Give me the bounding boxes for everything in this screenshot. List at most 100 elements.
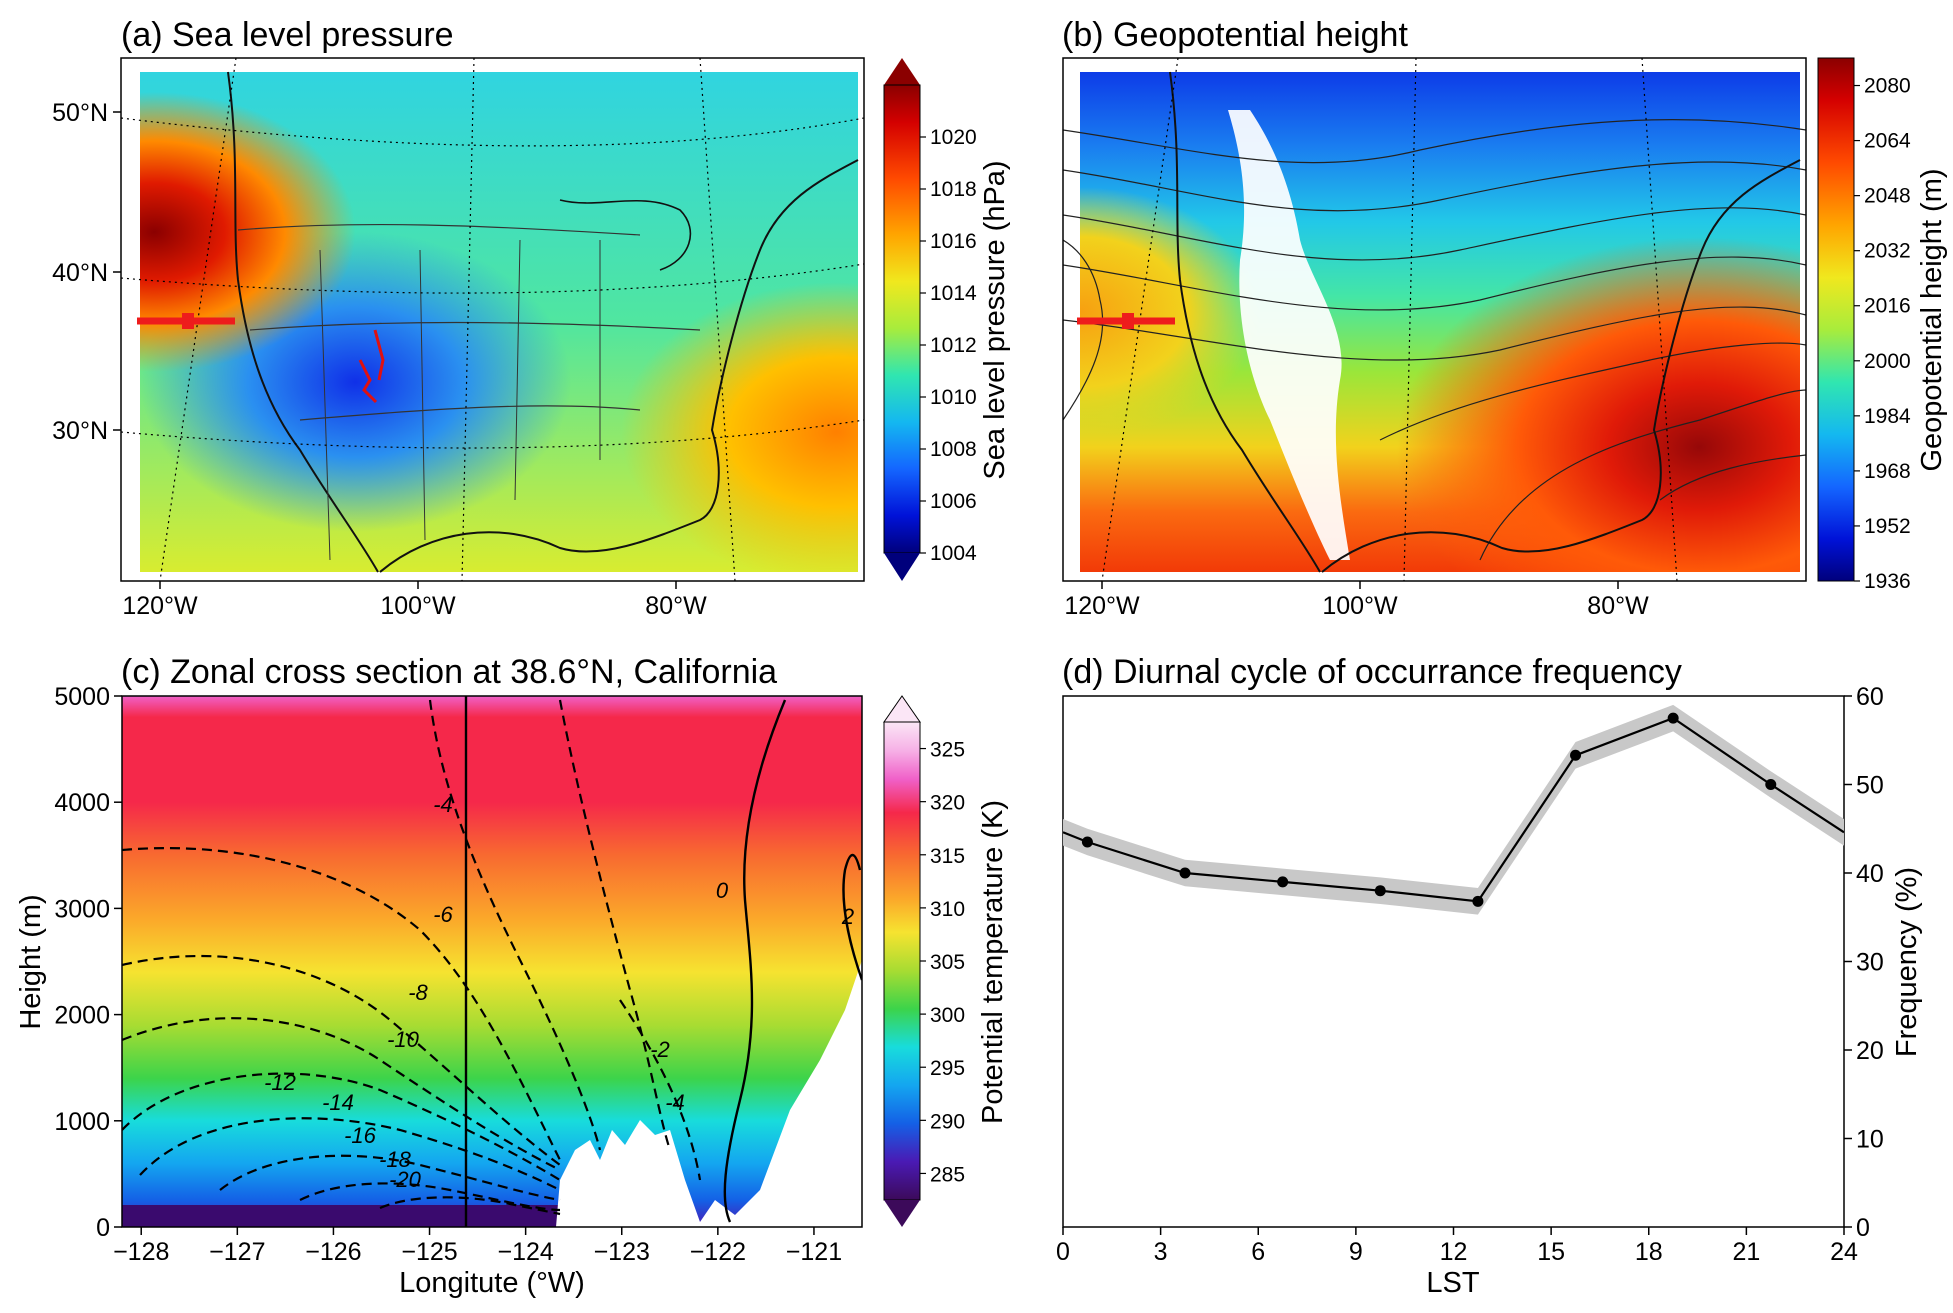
panel-d-ytick-label: 60 — [1856, 683, 1884, 711]
colorbar-b-tick-label: 1936 — [1864, 570, 1911, 593]
panel-c-xtick-label: −121 — [786, 1238, 842, 1266]
panel-d-xtick-label: 24 — [1830, 1238, 1858, 1266]
colorbar-a-tick-label: 1010 — [930, 386, 977, 409]
colorbar-b-tick-label: 1952 — [1864, 515, 1911, 538]
colorbar-a-tick-label: 1018 — [930, 178, 977, 201]
contour-label: -18 — [379, 1147, 412, 1172]
data-point — [1277, 876, 1289, 888]
panel-d-plot-area — [1062, 695, 1845, 1228]
panel-d-xtick-label: 21 — [1732, 1238, 1760, 1266]
colorbar-c: 285 290 295 300 305 310 315 320 325 Potential te… — [883, 695, 1009, 1227]
contour-label: -16 — [344, 1123, 377, 1148]
panel-c-ytick-label: 4000 — [54, 789, 110, 817]
contour-label: -20 — [389, 1167, 422, 1192]
colorbar-b-tick-label: 2000 — [1864, 350, 1911, 373]
panel-d-xtick-label: 0 — [1056, 1238, 1070, 1266]
data-point — [1179, 867, 1191, 879]
panel-c-xtick-label: −122 — [690, 1238, 746, 1266]
panel-c-xtick-label: −125 — [401, 1238, 457, 1266]
panel-d-xtick-label: 12 — [1440, 1238, 1468, 1266]
panel-c-xlabel: Longitute (°W) — [399, 1267, 585, 1299]
panel-a-ytick-label: 40°N — [52, 259, 108, 287]
contour-label: -4 — [665, 1090, 685, 1115]
colorbar-b-tick-label: 1968 — [1864, 460, 1911, 483]
colorbar-b-tick-label: 2048 — [1864, 185, 1911, 208]
panel-c-xtick-label: −127 — [209, 1238, 265, 1266]
panel-a-title: (a) Sea level pressure — [121, 16, 454, 54]
colorbar-a-tick-label: 1014 — [930, 282, 977, 305]
panel-d-ylabel: Frequency (%) — [1891, 867, 1923, 1057]
panel-c-title: (c) Zonal cross section at 38.6°N, Calif… — [121, 653, 777, 691]
panel-d-xtick-label: 9 — [1349, 1238, 1363, 1266]
colorbar-b: 1936 1952 1968 1984 2000 2016 2032 2048 2064 2080… — [1817, 57, 1948, 593]
contour-label: -2 — [650, 1037, 670, 1062]
data-point — [1667, 712, 1679, 724]
panel-c-ytick-label: 5000 — [54, 683, 110, 711]
colorbar-a-tick-label: 1004 — [930, 542, 977, 565]
panel-b-xtick-label: 100°W — [1322, 592, 1398, 620]
panel-d-xtick-label: 6 — [1251, 1238, 1265, 1266]
colorbar-b-tick-label: 1984 — [1864, 405, 1911, 428]
panel-c-xtick-label: −126 — [305, 1238, 361, 1266]
colorbar-a-label: Sea level pressure (hPa) — [979, 160, 1011, 479]
panel-c-ytick-label: 1000 — [54, 1108, 110, 1136]
colorbar-b-tick-label: 2016 — [1864, 295, 1911, 318]
colorbar-a-tick-label: 1016 — [930, 230, 977, 253]
colorbar-c-label: Potential temperature (K) — [977, 800, 1009, 1124]
colorbar-c-tick-label: 310 — [930, 898, 965, 921]
panel-c-ylabel: Height (m) — [15, 894, 47, 1029]
data-point — [1472, 895, 1484, 907]
panel-b-xtick-label: 80°W — [1587, 592, 1649, 620]
panel-a: (a) Sea level pressure — [52, 16, 1011, 620]
panel-d-xtick-label: 15 — [1537, 1238, 1565, 1266]
slp-map — [121, 58, 864, 581]
contour-label: -10 — [387, 1027, 420, 1052]
colorbar-c-tick-label: 295 — [930, 1057, 965, 1080]
colorbar-c-tick-label: 315 — [930, 845, 965, 868]
data-point — [1374, 885, 1386, 897]
colorbar-c-tick-label: 285 — [930, 1163, 965, 1186]
colorbar-c-tick-label: 320 — [930, 792, 965, 815]
panel-c-xtick-label: −123 — [594, 1238, 650, 1266]
panel-d-xlabel: LST — [1426, 1267, 1479, 1299]
colorbar-a: 1004 1006 1008 1010 1012 1014 1016 1018 1020 Sea… — [883, 58, 1011, 581]
panel-b-title: (b) Geopotential height — [1062, 16, 1408, 54]
cross-section-field: -4 -6 -8 -10 -12 -14 -16-18-20 -2 -4 0 2 — [122, 696, 862, 1227]
colorbar-a-tick-label: 1020 — [930, 126, 977, 149]
panel-b-xtick-label: 120°W — [1064, 592, 1140, 620]
panel-a-xtick-label: 100°W — [380, 592, 456, 620]
panel-d: (d) Diurnal cycle of occurrance frequenc… — [1056, 653, 1923, 1299]
panel-c-xtick-label: −128 — [113, 1238, 169, 1266]
colorbar-b-label: Geopotential height (m) — [1916, 168, 1948, 471]
panel-d-xtick-label: 3 — [1154, 1238, 1168, 1266]
panel-c-ytick-label: 0 — [96, 1214, 110, 1242]
panel-d-ytick-label: 20 — [1856, 1037, 1884, 1065]
panel-d-ytick-label: 30 — [1856, 949, 1884, 977]
colorbar-c-tick-label: 305 — [930, 951, 965, 974]
wind-contours — [122, 699, 702, 1216]
data-point — [1765, 779, 1777, 790]
contour-label: 2 — [841, 904, 854, 929]
colorbar-c-tick-label: 325 — [930, 739, 965, 762]
panel-a-ytick-label: 50°N — [52, 99, 108, 127]
panel-d-ytick-label: 0 — [1856, 1214, 1870, 1242]
panel-a-xtick-label: 80°W — [645, 592, 707, 620]
colorbar-a-tick-label: 1006 — [930, 490, 977, 513]
colorbar-c-tick-label: 290 — [930, 1110, 965, 1133]
colorbar-b-tick-label: 2032 — [1864, 240, 1911, 263]
contour-label: -6 — [433, 902, 453, 927]
panel-d-title: (d) Diurnal cycle of occurrance frequenc… — [1062, 653, 1682, 691]
panel-c: (c) Zonal cross section at 38.6°N, Calif… — [15, 653, 1009, 1299]
contour-label: -8 — [408, 980, 428, 1005]
panel-c-ytick-label: 3000 — [54, 895, 110, 923]
panel-a-xtick-label: 120°W — [122, 592, 198, 620]
contour-label: -12 — [264, 1070, 296, 1095]
panel-d-ytick-label: 10 — [1856, 1126, 1884, 1154]
panel-a-ytick-label: 30°N — [52, 417, 108, 445]
colorbar-a-tick-label: 1012 — [930, 334, 977, 357]
colorbar-a-tick-label: 1008 — [930, 438, 977, 461]
panel-c-xtick-label: −124 — [497, 1238, 553, 1266]
contour-label: -4 — [433, 792, 453, 817]
colorbar-b-tick-label: 2080 — [1864, 75, 1911, 98]
